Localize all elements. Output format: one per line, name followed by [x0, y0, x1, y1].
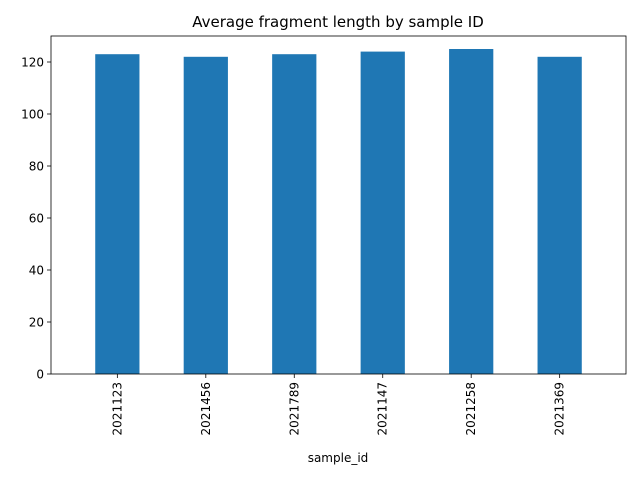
- bar-group: [95, 49, 582, 375]
- x-axis: 2021123 2021456 2021789 2021147 2021258 20213…: [110, 374, 567, 435]
- x-tick-label: 2021456: [199, 382, 213, 435]
- plot-frame: [50, 35, 627, 375]
- chart-title: Average fragment length by sample ID: [192, 13, 484, 31]
- y-tick-label: 20: [29, 316, 44, 330]
- x-tick-label: 2021123: [110, 382, 124, 435]
- y-tick-label: 80: [29, 160, 44, 174]
- x-tick-label: 2021147: [376, 382, 390, 435]
- x-tick-label: 2021789: [287, 382, 301, 435]
- y-axis: 0 20 40 60 80 100 120: [21, 56, 51, 382]
- bar-2021369: [537, 56, 582, 375]
- y-tick-label: 100: [21, 108, 44, 122]
- bar-2021123: [95, 54, 140, 374]
- bar-2021147: [360, 51, 405, 374]
- bar-2021456: [183, 56, 228, 375]
- bar-2021789: [272, 54, 317, 374]
- x-tick-label: 2021369: [553, 382, 567, 435]
- y-tick-label: 120: [21, 56, 44, 70]
- y-tick-label: 0: [36, 368, 44, 382]
- y-tick-label: 60: [29, 212, 44, 226]
- bar-2021258: [449, 49, 494, 374]
- x-tick-label: 2021258: [464, 382, 478, 435]
- x-axis-label: sample_id: [308, 451, 369, 465]
- y-tick-label: 40: [29, 264, 44, 278]
